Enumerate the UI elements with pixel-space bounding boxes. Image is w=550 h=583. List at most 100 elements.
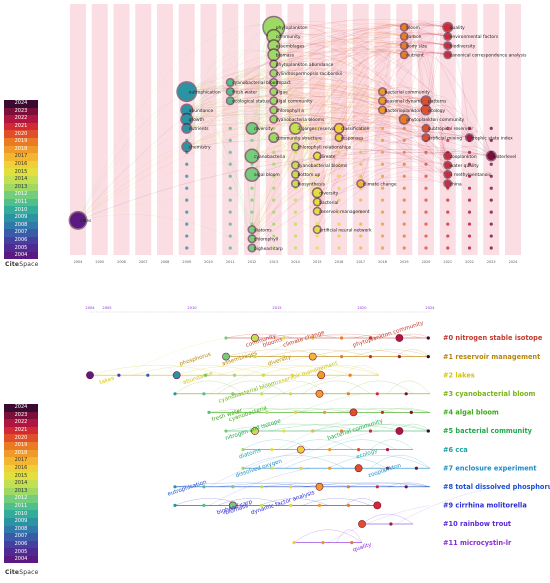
- trail-node: [359, 234, 363, 238]
- cluster-row: #10 rainbow trout: [358, 520, 511, 528]
- trail-node: [380, 246, 385, 250]
- trail-node: [489, 222, 493, 226]
- legend-swatch-2008: 2008: [4, 525, 38, 534]
- keyword-node: lakes: [68, 210, 92, 230]
- node-core: [227, 97, 234, 104]
- trail-node: [467, 222, 472, 226]
- cluster-arc: [174, 365, 312, 376]
- cluster-node: [368, 336, 373, 340]
- node-core: [422, 96, 430, 105]
- link: [273, 37, 448, 55]
- year-column-2007: [135, 4, 152, 255]
- keyword-node: bacterial community: [378, 87, 430, 97]
- keyword-label: china: [450, 181, 462, 187]
- node-core: [267, 30, 280, 43]
- node-core: [227, 79, 234, 86]
- keyword-node: abundance: [180, 103, 213, 117]
- legend-swatch-2010: 2010: [4, 510, 38, 518]
- legend-swatch-2023: 2023: [4, 107, 38, 116]
- keyword-node: bloom: [399, 22, 420, 32]
- link: [186, 118, 296, 129]
- cluster-arc: [310, 423, 431, 432]
- cluster-label: #9 cirrhina molitorella: [443, 502, 527, 510]
- cluster-node: [395, 334, 404, 342]
- keyword-node: body size: [399, 41, 427, 51]
- cluster-node: [265, 410, 269, 414]
- keyword-label: reservoir management: [319, 209, 370, 215]
- keyword-node: nutrients: [181, 122, 209, 134]
- link: [273, 93, 383, 120]
- legend-swatch-2023: 2023: [4, 411, 38, 420]
- legend-swatch-2005: 2005: [4, 548, 38, 556]
- keyword-node: biosynthesis: [291, 179, 326, 189]
- keyword-node: environmental factors: [443, 31, 499, 41]
- cluster-node: [397, 355, 401, 359]
- trail-node: [185, 198, 189, 202]
- link: [295, 173, 361, 184]
- trail-node: [293, 234, 298, 238]
- cluster-cross-link: [123, 337, 227, 376]
- keyword-node: china: [443, 179, 462, 189]
- trail-node: [185, 162, 189, 166]
- keyword-label: diversity: [319, 191, 338, 197]
- keyword-label: nutrient: [406, 53, 424, 59]
- link: [230, 22, 405, 83]
- cluster-axis-label: 2020: [357, 306, 367, 310]
- link: [251, 120, 340, 138]
- cluster-axis-label: 2005: [102, 306, 111, 310]
- link: [338, 131, 448, 166]
- cluster-node: [260, 392, 264, 396]
- keyword-node: phytoplankton abundance: [269, 59, 334, 69]
- cluster-label: #1 reservoir management: [443, 353, 540, 361]
- year-axis-label: 2015: [313, 260, 322, 264]
- cluster-node: [348, 373, 352, 377]
- link: [186, 40, 405, 92]
- node-core: [270, 61, 277, 67]
- keyword-node: phytoplankton community: [398, 113, 465, 125]
- year-column-2010: [200, 4, 217, 255]
- cluster-arc: [293, 529, 363, 543]
- keyword-label: biosynthesis: [298, 181, 326, 187]
- keyword-label: bloom: [406, 25, 420, 31]
- link: [295, 34, 448, 175]
- trail-node: [424, 174, 428, 178]
- keyword-label: cyanobacteria blooms: [276, 117, 325, 123]
- link: [77, 195, 318, 221]
- year-axis-label: 2007: [139, 260, 148, 264]
- node-core: [444, 51, 451, 58]
- cluster-node: [241, 448, 245, 452]
- link: [273, 20, 405, 46]
- keyword-node: waterlevel: [485, 150, 516, 162]
- link: [295, 120, 427, 138]
- link: [77, 152, 492, 221]
- cluster-arc: [242, 439, 312, 450]
- year-column-2008: [157, 4, 173, 255]
- node-core: [466, 134, 473, 141]
- cluster-row: #9 cirrhina molitorella: [173, 501, 527, 510]
- keyword-label: algal bloom: [254, 172, 280, 178]
- citespace-logo-bottom: CiteSpace: [5, 569, 39, 576]
- keyword-node: diversity: [311, 187, 339, 199]
- trail-node: [315, 174, 319, 178]
- cluster-arc: [259, 365, 380, 376]
- cluster-arc: [251, 408, 354, 413]
- trail-node: [185, 246, 189, 250]
- keyword-node: ecological status: [225, 96, 270, 106]
- legend-swatch-2010: 2010: [4, 206, 38, 214]
- trail-node: [293, 210, 298, 214]
- link: [273, 40, 448, 92]
- cluster-label: #5 bacterial community: [443, 427, 533, 435]
- legend-swatch-2024: 2024: [4, 100, 38, 108]
- keyword-label: classification: [341, 126, 370, 132]
- node-core: [268, 49, 279, 60]
- trail-node: [228, 138, 232, 142]
- link: [273, 105, 448, 166]
- link: [273, 38, 405, 65]
- link: [273, 29, 405, 55]
- keyword-label: cyanobacterial blooms: [298, 163, 348, 169]
- keyword-label: chlorophyll relationships: [298, 145, 352, 151]
- node-core: [314, 208, 321, 215]
- node-core: [270, 107, 277, 113]
- cluster-node: [385, 466, 390, 470]
- link: [77, 214, 253, 249]
